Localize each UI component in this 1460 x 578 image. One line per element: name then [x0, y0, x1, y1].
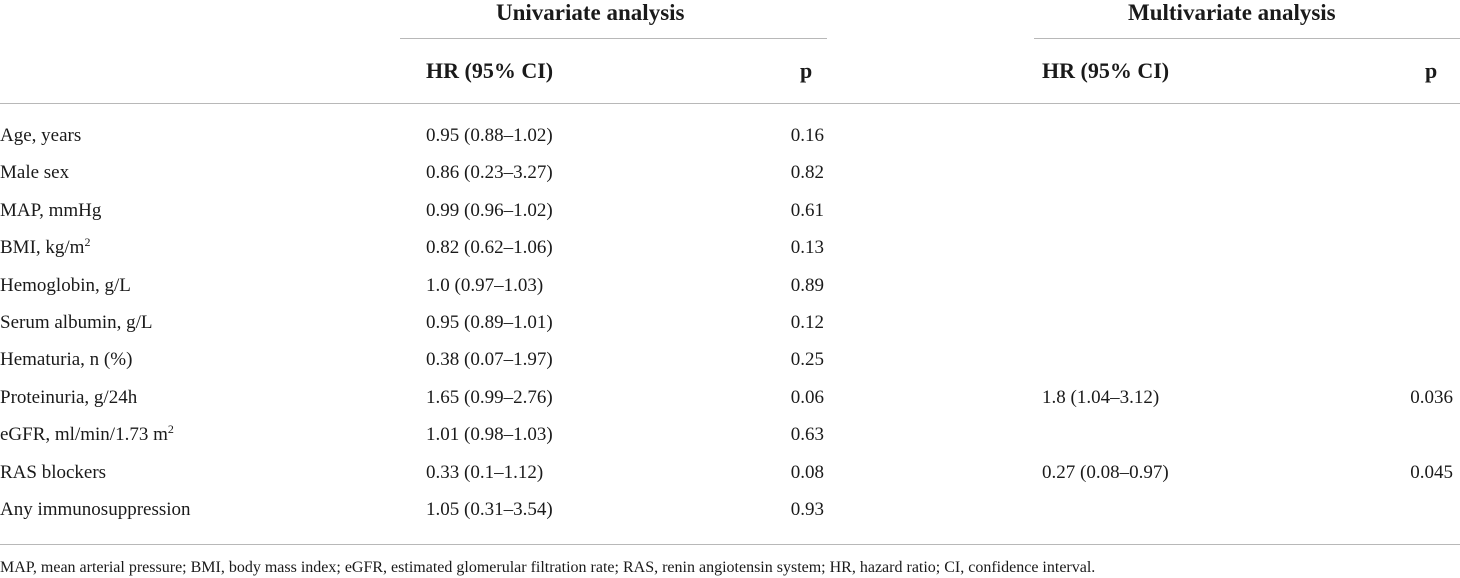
univariate-hr-cell: 0.99 (0.96–1.02): [426, 199, 553, 223]
univariate-p-cell-text: 0.93: [790, 499, 824, 520]
univariate-hr-cell-text: 1.01 (0.98–1.03): [426, 424, 553, 446]
univariate-hr-cell-text: 0.86 (0.23–3.27): [426, 162, 553, 184]
univariate-p-cell: 0.25: [791, 348, 824, 372]
variable-cell: RAS blockers: [0, 461, 106, 485]
univariate-hr-cell: 1.0 (0.97–1.03): [426, 274, 543, 298]
variable-cell: Hemoglobin, g/L: [0, 274, 131, 298]
univariate-hr-cell-text: 1.0 (0.97–1.03): [426, 274, 544, 296]
univariate-p-cell-text: 0.12: [790, 312, 824, 333]
univariate-hr-cell-text: 0.95 (0.89–1.01): [426, 312, 553, 333]
univariate-p-cell: 0.93: [791, 498, 824, 522]
variable-cell-text: Serum albumin, g/L: [0, 312, 153, 333]
variable-cell: Male sex: [0, 161, 69, 185]
univariate-hr-cell: 1.01 (0.98–1.03): [426, 423, 553, 447]
variable-cell: Age, years: [0, 124, 81, 148]
univariate-hr-cell-text: 0.99 (0.96–1.02): [426, 199, 553, 221]
univariate-hr-cell: 1.05 (0.31–3.54): [426, 498, 553, 522]
univariate-p-cell-text: 0.16: [790, 125, 824, 146]
univariate-hr-cell-text: 0.38 (0.07–1.97): [426, 349, 553, 371]
multivariate-hr-cell-text: 1.8 (1.04–3.12): [1042, 386, 1160, 408]
univariate-hr-cell-text: 0.33 (0.1–1.12): [426, 461, 544, 483]
univariate-p-cell-text: 0.08: [790, 461, 824, 483]
multivariate-group-header: Multivariate analysis: [1128, 0, 1336, 25]
univariate-hr-cell-text: 1.65 (0.99–2.76): [426, 386, 553, 408]
univariate-p-cell: 0.08: [791, 461, 824, 485]
multivariate-p-cell: 0.036: [1410, 386, 1453, 410]
multivariate-p-cell-text: 0.045: [1410, 461, 1453, 483]
variable-cell: eGFR, ml/min/1.73 m2: [0, 423, 174, 447]
multivariate-group-rule: [1034, 38, 1460, 39]
univariate-p-cell: 0.63: [791, 423, 824, 447]
variable-cell: MAP, mmHg: [0, 199, 101, 223]
univariate-p-cell: 0.13: [791, 236, 824, 260]
multivariate-p-cell-text: 0.036: [1410, 386, 1453, 408]
univariate-p-cell-text: 0.89: [790, 274, 824, 296]
univariate-p-cell: 0.12: [791, 311, 824, 335]
table-footnote: MAP, mean arterial pressure; BMI, body m…: [0, 559, 1096, 576]
univariate-p-header: p: [800, 58, 813, 83]
univariate-p-cell: 0.82: [791, 161, 824, 185]
univariate-hr-cell: 0.95 (0.88–1.02): [426, 124, 553, 148]
univariate-hr-cell: 0.33 (0.1–1.12): [426, 461, 543, 485]
header-bottom-rule: [0, 103, 1460, 104]
univariate-hr-cell: 0.86 (0.23–3.27): [426, 161, 553, 185]
univariate-p-cell: 0.61: [791, 199, 824, 223]
multivariate-hr-header: HR (95% CI): [1042, 58, 1170, 83]
variable-cell-text: eGFR, ml/min/1.73 m: [0, 424, 168, 446]
univariate-group-rule: [400, 38, 827, 39]
univariate-hr-header: HR (95% CI): [426, 58, 554, 83]
univariate-p-cell-text: 0.63: [790, 424, 824, 446]
variable-cell-text: RAS blockers: [0, 461, 107, 483]
variable-cell-text: Proteinuria, g/24h: [0, 386, 138, 408]
univariate-p-cell-text: 0.61: [790, 199, 824, 221]
table-bottom-rule: [0, 544, 1460, 545]
univariate-p-cell-text: 0.06: [790, 386, 824, 408]
variable-cell-text: BMI, kg/m: [0, 237, 85, 259]
variable-cell-text: Age, years: [0, 125, 82, 146]
variable-cell-text: Hemoglobin, g/L: [0, 274, 131, 296]
unit-superscript: 2: [84, 235, 91, 250]
multivariate-p-header: p: [1425, 58, 1438, 83]
variable-cell-text: Male sex: [0, 162, 70, 184]
variable-cell-text: Hematuria, n (%): [0, 349, 133, 371]
univariate-hr-cell-text: 0.82 (0.62–1.06): [426, 237, 553, 259]
univariate-hr-cell: 0.95 (0.89–1.01): [426, 311, 553, 335]
variable-cell-text: Any immunosuppression: [0, 499, 191, 520]
univariate-p-cell: 0.16: [791, 124, 824, 148]
univariate-p-cell-text: 0.82: [790, 162, 824, 184]
univariate-p-cell: 0.89: [791, 274, 824, 298]
univariate-p-cell-text: 0.13: [790, 237, 824, 259]
univariate-hr-cell-text: 1.05 (0.31–3.54): [426, 499, 553, 520]
univariate-hr-cell: 1.65 (0.99–2.76): [426, 386, 553, 410]
univariate-p-cell: 0.06: [791, 386, 824, 410]
variable-cell: Hematuria, n (%): [0, 348, 132, 372]
variable-cell: BMI, kg/m2: [0, 236, 90, 260]
univariate-group-header: Univariate analysis: [496, 0, 685, 25]
univariate-p-cell-text: 0.25: [790, 349, 824, 371]
multivariate-hr-cell: 0.27 (0.08–0.97): [1042, 461, 1169, 485]
variable-cell: Serum albumin, g/L: [0, 311, 153, 335]
unit-superscript: 2: [167, 422, 174, 437]
multivariate-hr-cell-text: 0.27 (0.08–0.97): [1042, 461, 1169, 483]
univariate-hr-cell-text: 0.95 (0.88–1.02): [426, 125, 553, 146]
variable-cell: Proteinuria, g/24h: [0, 386, 137, 410]
multivariate-hr-cell: 1.8 (1.04–3.12): [1042, 386, 1159, 410]
variable-cell: Any immunosuppression: [0, 498, 191, 522]
univariate-hr-cell: 0.38 (0.07–1.97): [426, 348, 553, 372]
variable-cell-text: MAP, mmHg: [0, 199, 102, 221]
univariate-hr-cell: 0.82 (0.62–1.06): [426, 236, 553, 260]
multivariate-p-cell: 0.045: [1410, 461, 1453, 485]
